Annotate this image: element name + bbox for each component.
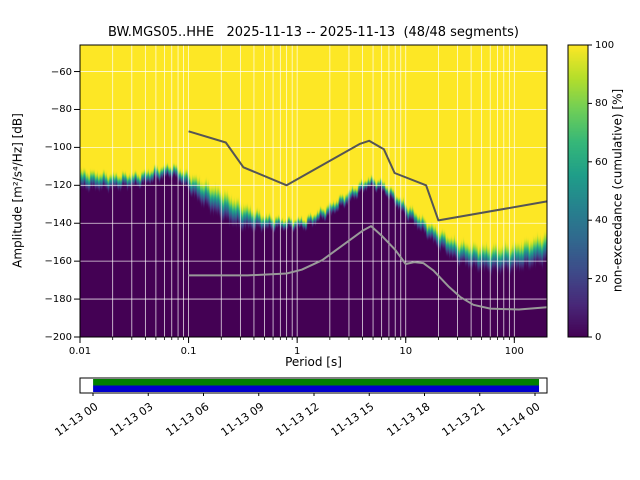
y-tick-label: −160 bbox=[44, 256, 72, 268]
y-tick-label: −200 bbox=[44, 332, 72, 343]
colorbar-gradient bbox=[568, 45, 588, 337]
y-tick-label: −140 bbox=[44, 218, 72, 230]
timeline-availability-bar bbox=[93, 385, 540, 392]
x-tick-label: 0.1 bbox=[180, 346, 197, 357]
y-axis-label: Amplitude [m²/s⁴/Hz] [dB] bbox=[10, 113, 25, 268]
x-tick-label: 1 bbox=[293, 346, 301, 357]
colorbar-tick-label: 100 bbox=[595, 40, 615, 51]
colorbar-tick-label: 80 bbox=[595, 98, 608, 110]
x-tick-label: 10 bbox=[399, 346, 413, 357]
x-tick-label: 0.01 bbox=[68, 346, 92, 357]
y-tick-label: −180 bbox=[44, 294, 72, 306]
colorbar-tick-label: 20 bbox=[595, 273, 608, 285]
timeline-coverage-bar bbox=[93, 379, 540, 386]
colorbar-tick-label: 60 bbox=[595, 156, 608, 168]
colorbar-tick-label: 0 bbox=[595, 332, 602, 343]
y-tick-label: −60 bbox=[50, 66, 72, 78]
y-tick-label: −100 bbox=[44, 142, 72, 154]
x-axis-label: Period [s] bbox=[285, 355, 342, 369]
y-tick-label: −80 bbox=[50, 104, 72, 116]
chart-title: BW.MGS05..HHE 2025-11-13 -- 2025-11-13 (… bbox=[107, 25, 519, 40]
x-tick-label: 100 bbox=[504, 346, 524, 357]
colorbar-tick-label: 40 bbox=[595, 215, 608, 227]
colorbar-label: non-exceedance (cumulative) [%] bbox=[610, 88, 625, 293]
y-tick-label: −120 bbox=[44, 180, 72, 192]
timeline-frame bbox=[79, 377, 548, 394]
ppsd-heatmap bbox=[80, 45, 547, 337]
